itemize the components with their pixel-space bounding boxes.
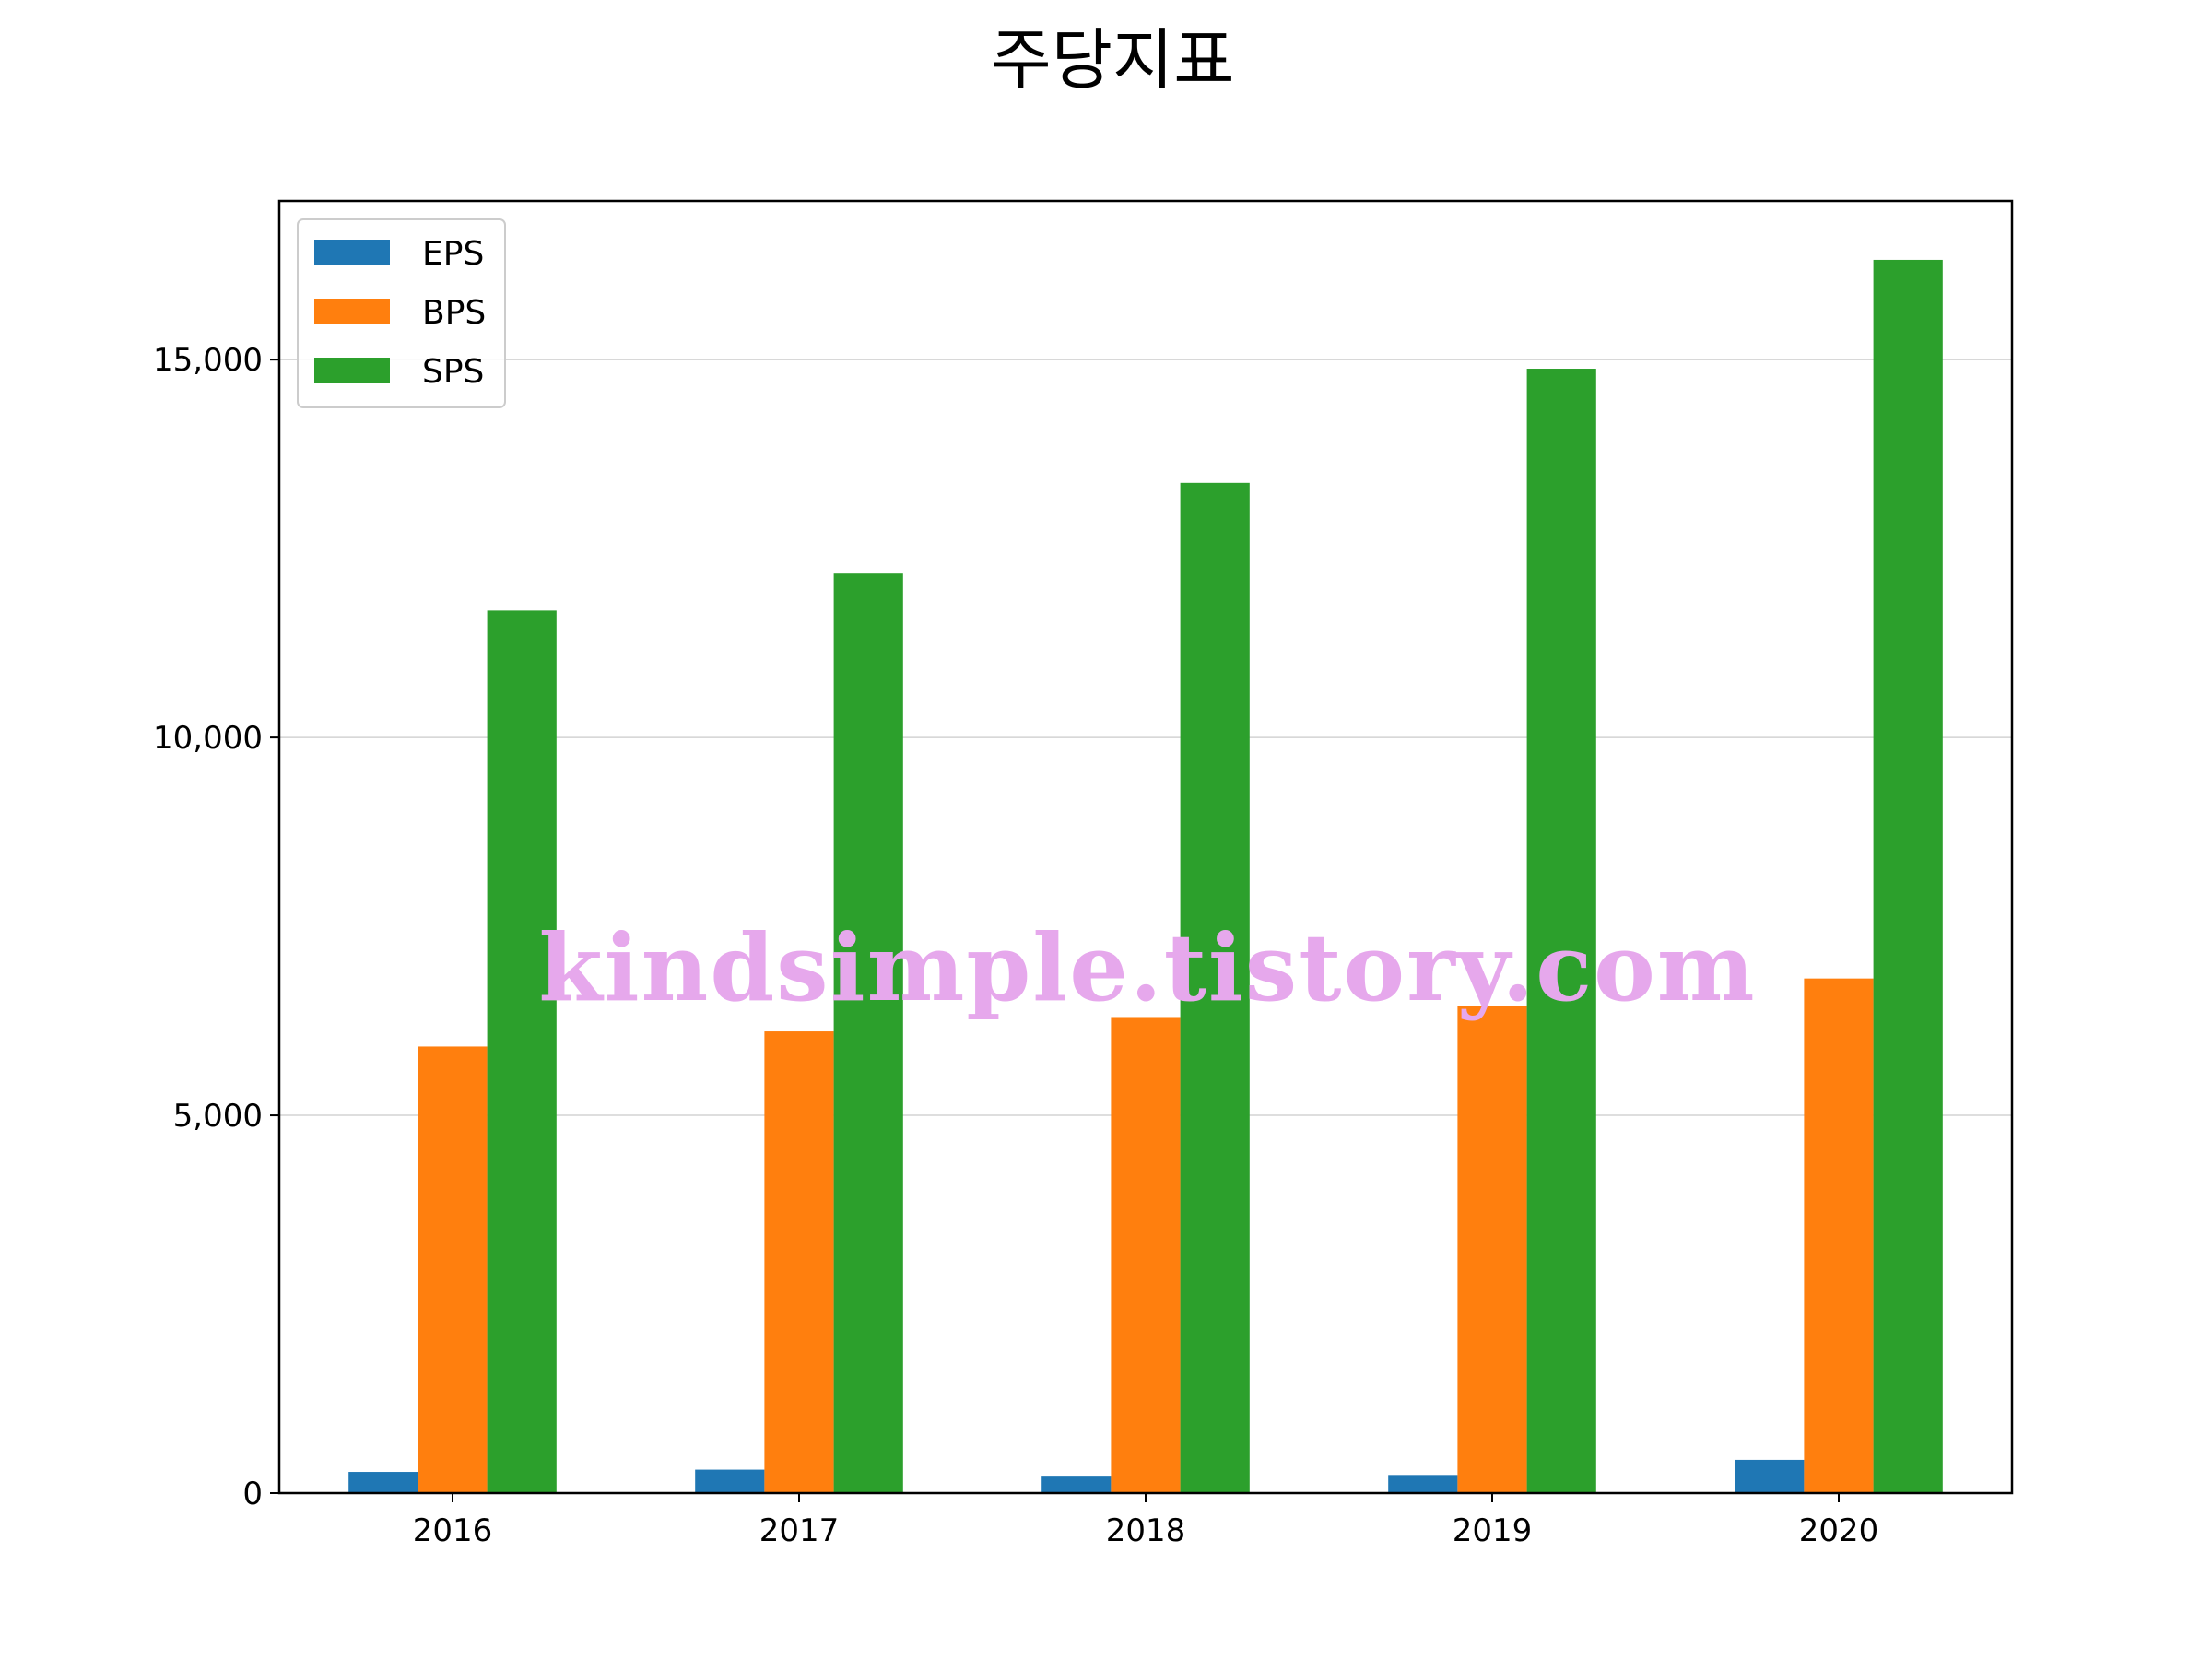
y-tick-label: 10,000: [153, 720, 263, 757]
x-axis: 2016 2017 2018 2019 2020: [413, 1493, 1879, 1549]
bar-sps-2020: [1873, 259, 1943, 1493]
legend-label-sps: SPS: [422, 353, 484, 391]
bar-eps-2019: [1388, 1475, 1458, 1493]
bars: [348, 259, 1943, 1493]
bar-bps-2016: [418, 1046, 488, 1493]
bar-bps-2019: [1457, 1006, 1527, 1493]
bar-eps-2017: [695, 1469, 765, 1493]
bar-eps-2018: [1041, 1476, 1112, 1493]
legend: EPS BPS SPS: [297, 218, 506, 408]
bar-bps-2018: [1111, 1017, 1181, 1493]
bar-eps-2020: [1735, 1459, 1805, 1493]
watermark: kindsimple.tistory.com: [538, 913, 1756, 1022]
y-tick-label: 0: [242, 1476, 263, 1512]
bar-sps-2019: [1526, 369, 1596, 1493]
bar-eps-2016: [348, 1472, 418, 1493]
bar-bps-2017: [764, 1031, 834, 1493]
x-tick-label: 2017: [759, 1512, 840, 1549]
legend-swatch-sps: [314, 358, 390, 383]
bar-sps-2016: [487, 610, 557, 1493]
x-tick-label: 2016: [413, 1512, 493, 1549]
legend-label-eps: EPS: [422, 235, 484, 273]
legend-swatch-bps: [314, 299, 390, 324]
chart-title: 주당지표: [991, 21, 1235, 99]
x-tick-label: 2020: [1799, 1512, 1879, 1549]
legend-label-bps: BPS: [422, 294, 486, 332]
bar-sps-2018: [1180, 482, 1250, 1493]
y-tick-label: 15,000: [153, 342, 263, 379]
bar-bps-2020: [1804, 978, 1874, 1493]
x-tick-label: 2018: [1106, 1512, 1186, 1549]
y-axis: 0 5,000 10,000 15,000: [153, 342, 279, 1512]
x-tick-label: 2019: [1453, 1512, 1533, 1549]
bar-sps-2017: [833, 573, 903, 1493]
legend-swatch-eps: [314, 240, 390, 265]
y-tick-label: 5,000: [173, 1098, 263, 1135]
